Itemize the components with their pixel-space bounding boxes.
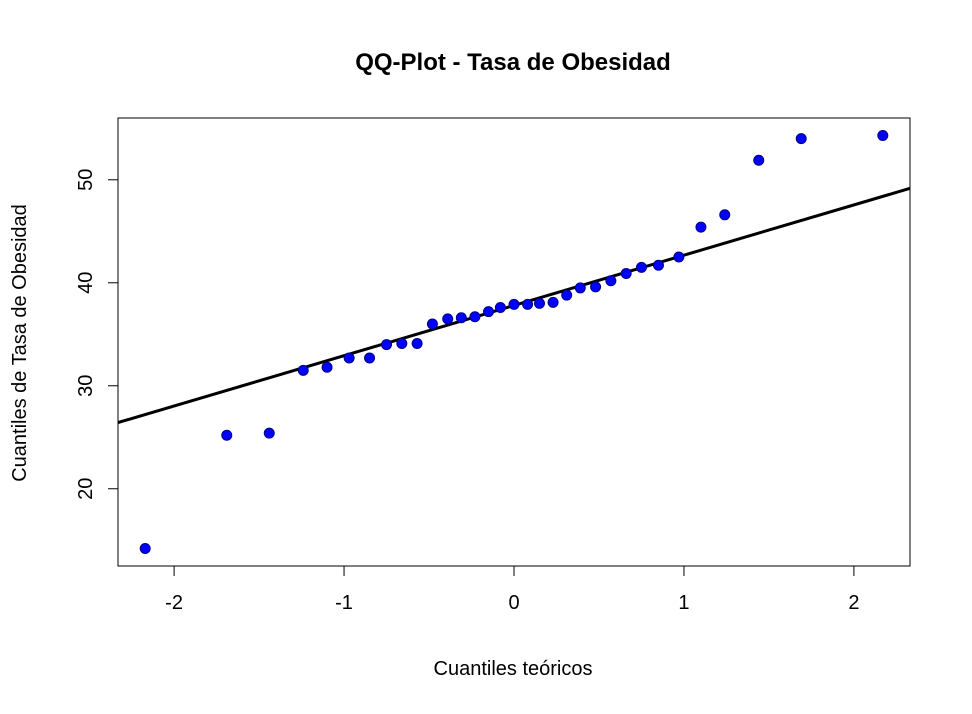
data-point bbox=[442, 313, 454, 325]
y-tick-label: 30 bbox=[75, 375, 97, 397]
data-point bbox=[877, 130, 889, 142]
data-point bbox=[652, 259, 664, 271]
data-point bbox=[426, 318, 438, 330]
data-point bbox=[574, 282, 586, 294]
plot-frame bbox=[117, 117, 911, 567]
data-point bbox=[469, 311, 481, 323]
x-tick-label: 0 bbox=[508, 592, 519, 614]
data-point bbox=[396, 338, 408, 350]
data-point bbox=[343, 352, 355, 364]
data-point bbox=[561, 289, 573, 301]
chart-title: QQ-Plot - Tasa de Obesidad bbox=[355, 49, 671, 76]
data-point bbox=[673, 251, 685, 263]
data-point bbox=[321, 361, 333, 373]
data-point bbox=[753, 154, 765, 166]
data-point bbox=[533, 297, 545, 309]
data-point bbox=[411, 338, 423, 350]
data-point bbox=[483, 306, 495, 318]
x-tick-label: 1 bbox=[678, 592, 689, 614]
data-point bbox=[297, 364, 309, 376]
data-point bbox=[263, 427, 275, 439]
data-point bbox=[522, 298, 534, 310]
data-point bbox=[719, 209, 731, 221]
x-tick-label: -1 bbox=[335, 592, 353, 614]
y-axis: 20 30 40 50 bbox=[75, 169, 119, 500]
data-point bbox=[795, 133, 807, 145]
data-point bbox=[508, 298, 520, 310]
data-point bbox=[695, 221, 707, 233]
x-axis-label: Cuantiles teóricos bbox=[434, 658, 593, 680]
x-tick-label: -2 bbox=[165, 592, 183, 614]
data-point bbox=[605, 275, 617, 287]
y-tick-label: 50 bbox=[75, 169, 97, 191]
y-tick-label: 20 bbox=[75, 478, 97, 500]
y-tick-label: 40 bbox=[75, 272, 97, 294]
data-point bbox=[547, 296, 559, 308]
x-axis: -2 -1 0 1 2 bbox=[165, 565, 859, 614]
data-point bbox=[364, 352, 376, 364]
data-point bbox=[620, 268, 632, 280]
data-point bbox=[590, 281, 602, 293]
data-point bbox=[221, 429, 233, 441]
data-point bbox=[494, 301, 506, 313]
data-point bbox=[635, 261, 647, 273]
data-point bbox=[455, 312, 467, 324]
y-axis-label: Cuantiles de Tasa de Obesidad bbox=[9, 204, 31, 482]
data-points-layer bbox=[139, 130, 889, 554]
data-point bbox=[139, 542, 151, 554]
x-tick-label: 2 bbox=[848, 592, 859, 614]
data-point bbox=[381, 339, 393, 351]
